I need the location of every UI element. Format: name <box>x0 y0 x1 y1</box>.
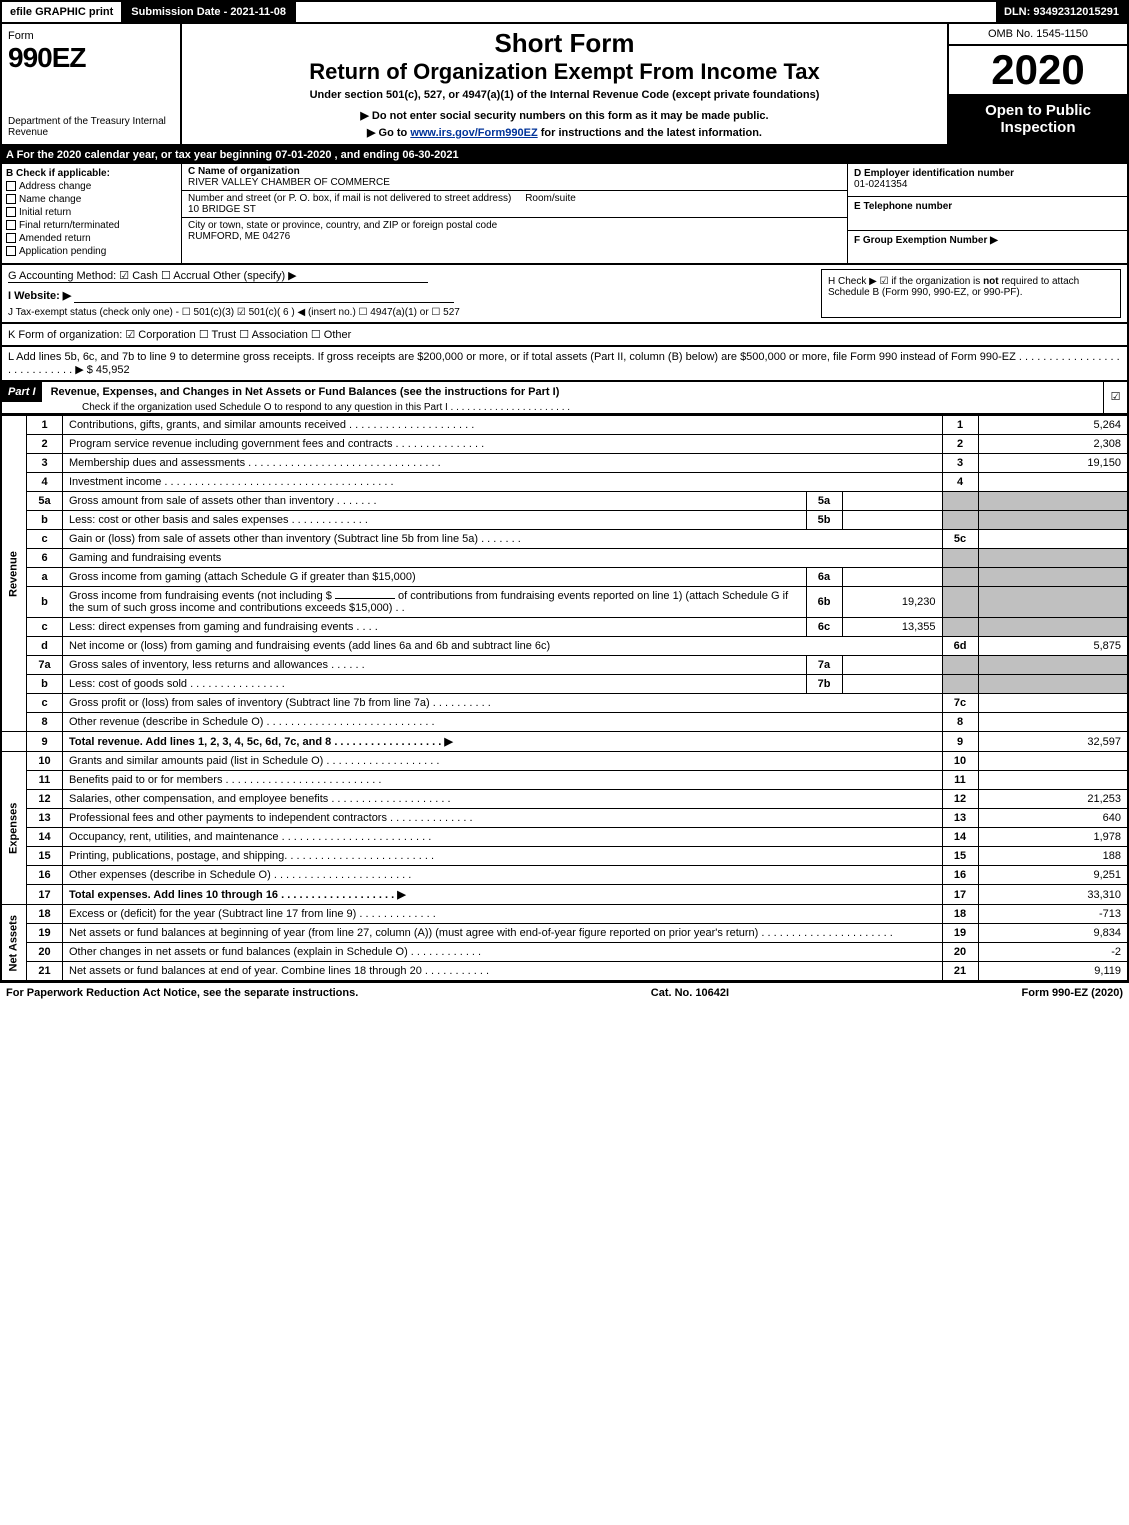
row-2: 2Program service revenue including gover… <box>1 435 1128 454</box>
row-15: 15Printing, publications, postage, and s… <box>1 847 1128 866</box>
header-left: Form 990EZ Department of the Treasury In… <box>2 24 182 144</box>
row-6d: dNet income or (loss) from gaming and fu… <box>1 637 1128 656</box>
period-bar: A For the 2020 calendar year, or tax yea… <box>0 146 1129 164</box>
submission-date: Submission Date - 2021-11-08 <box>123 2 296 22</box>
ssn-warning: ▶ Do not enter social security numbers o… <box>190 109 939 122</box>
row-7b: bLess: cost of goods sold . . . . . . . … <box>1 675 1128 694</box>
short-form-title: Short Form <box>190 28 939 59</box>
chk-name-change[interactable]: Name change <box>6 194 177 205</box>
row-19: 19Net assets or fund balances at beginni… <box>1 924 1128 943</box>
row-13: 13Professional fees and other payments t… <box>1 809 1128 828</box>
department-label: Department of the Treasury Internal Reve… <box>8 116 174 138</box>
org-city: RUMFORD, ME 04276 <box>188 231 290 242</box>
goto-post: for instructions and the latest informat… <box>538 127 762 139</box>
row-17: 17Total expenses. Add lines 10 through 1… <box>1 885 1128 905</box>
line-h: H Check ▶ ☑ if the organization is not r… <box>821 269 1121 318</box>
part-1-header: Part I Revenue, Expenses, and Changes in… <box>0 382 1129 415</box>
footer-right: Form 990-EZ (2020) <box>1022 987 1123 999</box>
section-b: B Check if applicable: Address change Na… <box>2 164 182 263</box>
row-6b: bGross income from fundraising events (n… <box>1 587 1128 618</box>
row-4: 4Investment income . . . . . . . . . . .… <box>1 473 1128 492</box>
row-5a: 5aGross amount from sale of assets other… <box>1 492 1128 511</box>
row-7a: 7aGross sales of inventory, less returns… <box>1 656 1128 675</box>
row-9: 9Total revenue. Add lines 1, 2, 3, 4, 5c… <box>1 732 1128 752</box>
chk-amended-return[interactable]: Amended return <box>6 233 177 244</box>
tax-year: 2020 <box>949 46 1127 94</box>
form-number: 990EZ <box>8 42 174 74</box>
chk-application-pending[interactable]: Application pending <box>6 246 177 257</box>
irs-link[interactable]: www.irs.gov/Form990EZ <box>410 127 537 139</box>
org-address-row: Number and street (or P. O. box, if mail… <box>182 191 847 218</box>
row-18: Net Assets 18Excess or (deficit) for the… <box>1 905 1128 924</box>
revenue-sidelabel: Revenue <box>1 416 27 732</box>
part-1-checkbox[interactable]: ☑ <box>1103 382 1127 413</box>
netassets-sidelabel: Net Assets <box>1 905 27 982</box>
org-city-row: City or town, state or province, country… <box>182 218 847 244</box>
page-footer: For Paperwork Reduction Act Notice, see … <box>0 982 1129 1003</box>
form-word: Form <box>8 30 174 42</box>
org-address: 10 BRIDGE ST <box>188 204 256 215</box>
row-1: Revenue 1Contributions, gifts, grants, a… <box>1 416 1128 435</box>
efile-label[interactable]: efile GRAPHIC print <box>2 2 123 22</box>
footer-mid: Cat. No. 10642I <box>651 987 729 999</box>
header-right: OMB No. 1545-1150 2020 Open to Public In… <box>947 24 1127 144</box>
omb-number: OMB No. 1545-1150 <box>949 24 1127 46</box>
row-6: 6Gaming and fundraising events <box>1 549 1128 568</box>
section-def: D Employer identification number01-02413… <box>847 164 1127 263</box>
row-14: 14Occupancy, rent, utilities, and mainte… <box>1 828 1128 847</box>
part-1-title: Revenue, Expenses, and Changes in Net As… <box>45 382 566 402</box>
row-16: 16Other expenses (describe in Schedule O… <box>1 866 1128 885</box>
under-section: Under section 501(c), 527, or 4947(a)(1)… <box>190 89 939 101</box>
row-3: 3Membership dues and assessments . . . .… <box>1 454 1128 473</box>
part-1-tab: Part I <box>2 382 42 402</box>
goto-line: ▶ Go to www.irs.gov/Form990EZ for instru… <box>190 126 939 139</box>
section-c: C Name of organizationRIVER VALLEY CHAMB… <box>182 164 847 263</box>
chk-final-return[interactable]: Final return/terminated <box>6 220 177 231</box>
line-g: G Accounting Method: ☑ Cash ☐ Accrual Ot… <box>8 269 428 283</box>
main-table: Revenue 1Contributions, gifts, grants, a… <box>0 415 1129 982</box>
row-5c: cGain or (loss) from sale of assets othe… <box>1 530 1128 549</box>
form-header: Form 990EZ Department of the Treasury In… <box>0 24 1129 146</box>
row-7c: cGross profit or (loss) from sales of in… <box>1 694 1128 713</box>
row-6a: aGross income from gaming (attach Schedu… <box>1 568 1128 587</box>
section-d: D Employer identification number01-02413… <box>848 164 1127 197</box>
chk-address-change[interactable]: Address change <box>6 181 177 192</box>
goto-pre: ▶ Go to <box>367 127 410 139</box>
return-title: Return of Organization Exempt From Incom… <box>190 59 939 85</box>
top-bar: efile GRAPHIC print Submission Date - 20… <box>0 0 1129 24</box>
chk-initial-return[interactable]: Initial return <box>6 207 177 218</box>
header-center: Short Form Return of Organization Exempt… <box>182 24 947 144</box>
row-5b: bLess: cost or other basis and sales exp… <box>1 511 1128 530</box>
row-11: 11Benefits paid to or for members . . . … <box>1 771 1128 790</box>
section-e: E Telephone number <box>848 197 1127 230</box>
row-8: 8Other revenue (describe in Schedule O) … <box>1 713 1128 732</box>
ein-value: 01-0241354 <box>854 179 907 190</box>
dln-label: DLN: 93492312015291 <box>996 2 1127 22</box>
part-1-sub: Check if the organization used Schedule … <box>2 402 1127 413</box>
footer-left: For Paperwork Reduction Act Notice, see … <box>6 987 358 999</box>
line-l: L Add lines 5b, 6c, and 7b to line 9 to … <box>0 347 1129 382</box>
section-b-label: B Check if applicable: <box>6 168 177 179</box>
row-10: Expenses 10Grants and similar amounts pa… <box>1 752 1128 771</box>
org-name-row: C Name of organizationRIVER VALLEY CHAMB… <box>182 164 847 191</box>
row-6c: cLess: direct expenses from gaming and f… <box>1 618 1128 637</box>
line-i: I Website: ▶ <box>8 290 71 302</box>
line-k: K Form of organization: ☑ Corporation ☐ … <box>0 324 1129 347</box>
row-21: 21Net assets or fund balances at end of … <box>1 962 1128 982</box>
org-name: RIVER VALLEY CHAMBER OF COMMERCE <box>188 177 390 188</box>
info-grid: B Check if applicable: Address change Na… <box>0 164 1129 265</box>
section-f: F Group Exemption Number ▶ <box>848 231 1127 263</box>
line-g-h: G Accounting Method: ☑ Cash ☐ Accrual Ot… <box>0 265 1129 324</box>
expenses-sidelabel: Expenses <box>1 752 27 905</box>
row-12: 12Salaries, other compensation, and empl… <box>1 790 1128 809</box>
open-inspection: Open to Public Inspection <box>949 94 1127 144</box>
line-j: J Tax-exempt status (check only one) - ☐… <box>8 307 821 318</box>
row-20: 20Other changes in net assets or fund ba… <box>1 943 1128 962</box>
